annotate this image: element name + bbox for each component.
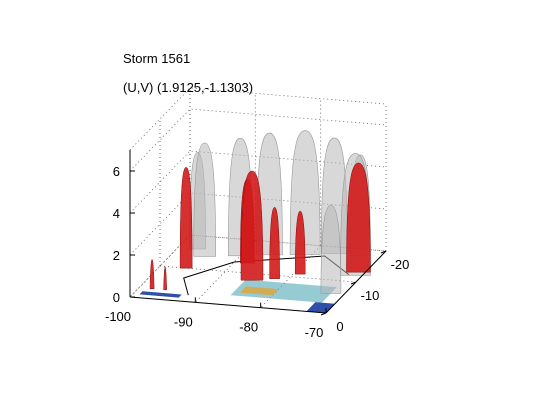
core-isosurface-13 <box>294 210 306 275</box>
x-tick-label: -90 <box>174 314 193 329</box>
y-tick-mark <box>320 312 327 316</box>
z-tick-label: 2 <box>113 248 120 263</box>
x-tick-label: -70 <box>305 325 324 340</box>
y-tick-label: -20 <box>391 257 410 272</box>
y-tick-label: -10 <box>361 288 380 303</box>
y-tick-mark <box>380 250 387 254</box>
x-tick-label: -100 <box>105 309 131 324</box>
gridline-z <box>129 150 387 214</box>
outer-isosurface-1 <box>193 142 216 257</box>
chart-title: Storm 1561 <box>123 51 191 66</box>
core-isosurface-11 <box>240 170 264 281</box>
gridline-z <box>129 192 387 256</box>
isosurface-layer <box>139 130 371 313</box>
ground-field-core <box>240 286 279 296</box>
chart-subtitle-uv: (U,V) (1.9125,-1.1303) <box>123 80 254 95</box>
y-tick-mark <box>350 281 357 285</box>
ground-field-west <box>139 291 182 298</box>
ground-field-east <box>306 302 335 313</box>
tick-label-layer: 0 2 4 6 -100 -90 -80 -70 0 -10 -20 <box>105 164 409 340</box>
gridline-z <box>129 108 387 172</box>
outer-isosurface-4 <box>289 130 321 255</box>
x-axis-line <box>129 296 327 314</box>
core-isosurface-15 <box>149 259 155 290</box>
core-isosurface-14 <box>346 162 371 273</box>
gridline-z <box>129 87 387 151</box>
z-tick-label: 6 <box>113 164 120 179</box>
ground-field-center <box>230 279 337 303</box>
z-tick-label: 4 <box>113 206 120 221</box>
outer-isosurface-8 <box>320 204 342 294</box>
core-isosurface-16 <box>163 266 167 291</box>
x-tick-label: -80 <box>239 320 258 335</box>
core-isosurface-9 <box>179 167 193 269</box>
gridline-y-floor <box>159 265 357 283</box>
core-isosurface-12 <box>269 207 280 279</box>
y-tick-label: 0 <box>336 319 343 334</box>
z-tick-label: 0 <box>113 290 120 305</box>
axis-layer <box>129 150 387 316</box>
gridline-z <box>129 234 387 298</box>
gridline-y-floor <box>189 234 387 252</box>
